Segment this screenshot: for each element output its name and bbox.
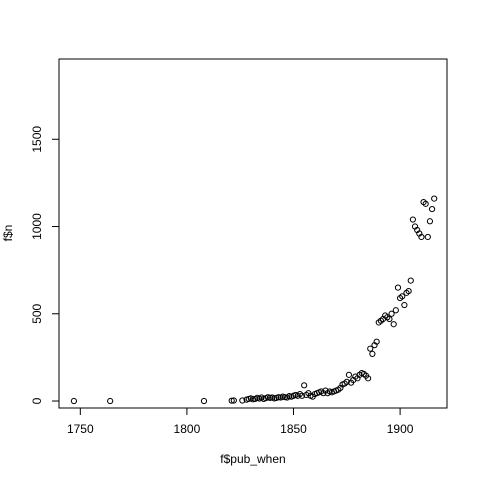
x-tick-label: 1900 bbox=[387, 422, 414, 436]
data-point bbox=[401, 301, 408, 309]
data-points bbox=[70, 195, 438, 405]
data-point bbox=[343, 378, 350, 385]
data-point bbox=[386, 315, 393, 323]
data-point bbox=[365, 375, 372, 382]
data-point bbox=[228, 397, 235, 404]
y-tick-label: 1000 bbox=[30, 213, 44, 240]
x-axis-title: f$pub_when bbox=[220, 452, 285, 466]
y-tick-label: 500 bbox=[30, 303, 44, 323]
y-tick-label: 0 bbox=[30, 397, 44, 404]
x-tick-label: 1850 bbox=[280, 422, 307, 436]
data-point bbox=[266, 394, 274, 401]
y-axis: 0 500 1000 1500 bbox=[30, 126, 60, 404]
data-point bbox=[388, 310, 395, 317]
data-point bbox=[407, 277, 414, 284]
data-point bbox=[367, 345, 374, 352]
data-point bbox=[249, 396, 257, 403]
data-point bbox=[392, 307, 399, 314]
data-point bbox=[394, 284, 402, 291]
y-tick-label: 1500 bbox=[30, 126, 44, 153]
data-point bbox=[298, 392, 306, 399]
data-point bbox=[281, 394, 289, 401]
data-point bbox=[230, 397, 237, 404]
data-point bbox=[345, 371, 353, 378]
data-point bbox=[369, 350, 376, 358]
x-tick-label: 1750 bbox=[67, 422, 94, 436]
data-point bbox=[70, 397, 78, 405]
data-point bbox=[405, 287, 412, 295]
data-point bbox=[200, 397, 208, 405]
data-point bbox=[428, 205, 436, 213]
data-point bbox=[239, 397, 246, 404]
data-point bbox=[390, 321, 397, 328]
data-point bbox=[431, 195, 438, 202]
data-point bbox=[301, 382, 308, 389]
data-point bbox=[424, 233, 431, 241]
data-point bbox=[275, 394, 282, 401]
data-point bbox=[399, 293, 406, 300]
data-point bbox=[422, 200, 429, 207]
data-point bbox=[373, 338, 380, 345]
data-point bbox=[107, 397, 114, 405]
x-tick-label: 1800 bbox=[174, 422, 201, 436]
data-point bbox=[409, 216, 416, 223]
y-axis-title: f$n bbox=[1, 225, 15, 242]
data-point bbox=[418, 233, 425, 241]
x-axis: 1750 1800 1850 1900 bbox=[67, 407, 414, 436]
data-point bbox=[426, 218, 434, 225]
